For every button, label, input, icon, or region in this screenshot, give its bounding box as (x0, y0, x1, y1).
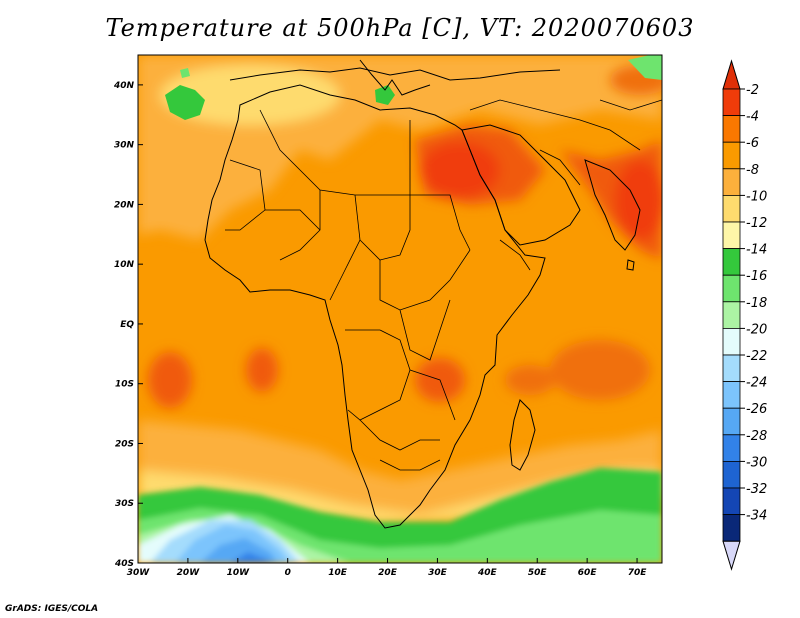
lat-tick-label: 30N (114, 141, 135, 151)
lat-tick-label: 20S (115, 439, 134, 449)
coastlines (204, 59, 641, 529)
lon-tick-label: 20E (378, 568, 398, 578)
colorbar-label: -18 (746, 296, 767, 311)
colorbar-swatch (722, 141, 741, 170)
colorbar-swatch (722, 407, 741, 436)
colorbar-label: -2 (746, 83, 759, 98)
colorbar-swatch (722, 88, 741, 117)
colorbar-label: -4 (746, 110, 759, 125)
colorbar-label: -16 (746, 269, 767, 284)
colorbar-bottom-arrow (722, 540, 741, 571)
country-borders (225, 99, 662, 471)
colorbar-swatch (722, 301, 741, 329)
lon-tick-label: 70E (628, 568, 648, 578)
colorbar-swatch (722, 327, 741, 356)
latitude-ticks: 40N 30N 20N 10N EQ 10S 20S 30S 40S (113, 81, 143, 569)
colorbar-swatch (722, 354, 741, 383)
lon-tick-label: 10E (328, 568, 348, 578)
colorbar-swatch (722, 115, 741, 143)
lat-tick-label: 30S (115, 499, 134, 509)
colorbar-label: -32 (746, 482, 767, 497)
lon-tick-label: 30W (127, 568, 151, 578)
lat-tick-label: 40S (114, 559, 134, 569)
lon-tick-label: 10W (227, 568, 251, 578)
colorbar-label: -22 (746, 349, 767, 364)
lon-tick-label: 50E (528, 568, 548, 578)
lat-tick-label: 10N (114, 260, 135, 270)
colorbar-label: -6 (746, 136, 759, 151)
field-northern-cold-spots (165, 55, 662, 120)
field-southern-cold (138, 468, 662, 563)
lat-tick-label: 10S (115, 380, 134, 390)
field-warm-zones (148, 65, 662, 408)
colorbar-label: -30 (746, 455, 767, 470)
map-title: Temperature at 500hPa [C], VT: 202007060… (105, 14, 695, 42)
lon-tick-label: 0 (285, 568, 291, 578)
colorbar-swatch (722, 168, 741, 196)
colorbar-label: -10 (746, 189, 767, 204)
colorbar-swatch (722, 381, 741, 409)
lon-tick-label: 60E (578, 568, 598, 578)
colorbar-swatch (722, 514, 741, 542)
colorbar-label: -24 (746, 376, 767, 391)
colorbar-swatch (722, 221, 741, 250)
colorbar-label: -28 (746, 429, 767, 444)
colorbar-label: -12 (746, 216, 767, 231)
colorbar-label: -8 (746, 163, 759, 178)
field-north-light (138, 55, 662, 240)
colorbar-label: -14 (746, 243, 767, 258)
colorbar-swatch (722, 434, 741, 462)
colorbar-swatch (722, 194, 741, 223)
colorbar-label: -20 (746, 322, 767, 337)
lon-tick-label: 40E (477, 568, 498, 578)
colorbar: -2 -4 -6 -8 -10 -12 -14 -16 -18 -20 -22 -24 -26 -28 -3… (722, 59, 767, 571)
lon-tick-label: 20W (177, 568, 201, 578)
colorbar-top-arrow (722, 59, 741, 90)
lat-tick-label: 40N (113, 81, 135, 91)
colorbar-swatch (722, 274, 741, 303)
lat-tick-label: EQ (120, 320, 134, 330)
temperature-field (138, 55, 662, 563)
longitude-ticks: 30W 20W 10W 0 10E 20E 30E 40E 50E 60E 70E (127, 558, 647, 578)
lon-tick-label: 30E (428, 568, 448, 578)
colorbar-label: -34 (746, 509, 767, 524)
grads-credit: GrADS: IGES/COLA (5, 604, 99, 614)
colorbar-swatch (722, 487, 741, 516)
map-frame (137, 54, 663, 564)
colorbar-swatch (722, 248, 741, 276)
lat-tick-label: 20N (114, 200, 135, 210)
colorbar-label: -26 (746, 402, 767, 417)
colorbar-swatch (722, 460, 741, 489)
